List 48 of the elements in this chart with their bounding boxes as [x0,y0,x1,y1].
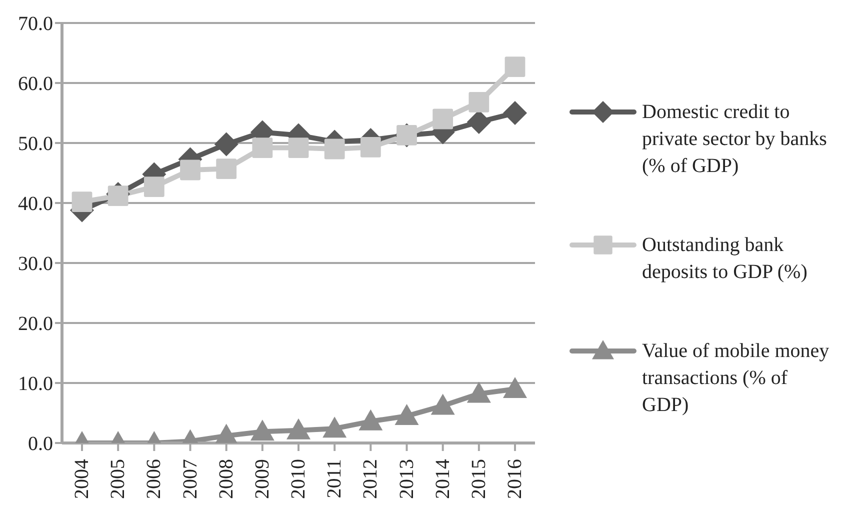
point [358,409,383,430]
x-tick-label: 2005 [107,459,130,499]
x-tick-label: 2014 [432,459,454,499]
x-tick-label: 2015 [468,459,490,499]
y-tick-label: 70.0 [18,13,53,36]
legend-label: Value of mobile money transactions (% of GDP) [642,338,830,418]
point [180,160,200,180]
point [214,424,238,443]
point [250,420,274,441]
point [466,110,491,134]
x-tick-label: 2013 [396,459,418,499]
point [214,132,238,156]
point [360,137,381,158]
x-tick-label: 2016 [504,459,526,499]
point [466,382,491,403]
point [503,377,527,398]
point [432,108,454,130]
y-tick-label: 50.0 [18,133,53,156]
x-tick-label: 2006 [143,459,166,499]
point [324,138,345,160]
x-tick-label: 2012 [360,459,382,499]
point [286,418,310,440]
point [216,158,237,179]
y-tick-label: 10.0 [18,373,53,396]
point [288,138,309,158]
point [108,186,128,206]
point [252,138,273,158]
x-tick-label: 2011 [324,459,346,498]
point [72,192,92,212]
x-tick-label: 2008 [215,459,238,499]
y-tick-label: 30.0 [18,253,53,276]
point [503,101,527,125]
point [468,92,490,112]
point [504,56,526,77]
x-tick-label: 2004 [71,459,93,499]
legend-label: Domestic credit to private sector by banks (% of GDP) [642,100,828,178]
point [144,176,164,197]
y-tick-label: 0.0 [28,433,53,456]
point [322,416,347,438]
y-tick-label: 20.0 [18,313,53,336]
x-tick-label: 2009 [251,459,274,499]
x-tick-label: 2010 [288,459,310,499]
point [430,394,455,415]
y-tick-label: 60.0 [18,73,53,96]
legend-label: Outstanding bank deposits to GDP (%) [642,232,808,284]
y-tick-label: 40.0 [18,193,53,216]
x-tick-label: 2007 [179,459,202,499]
point [394,404,419,425]
